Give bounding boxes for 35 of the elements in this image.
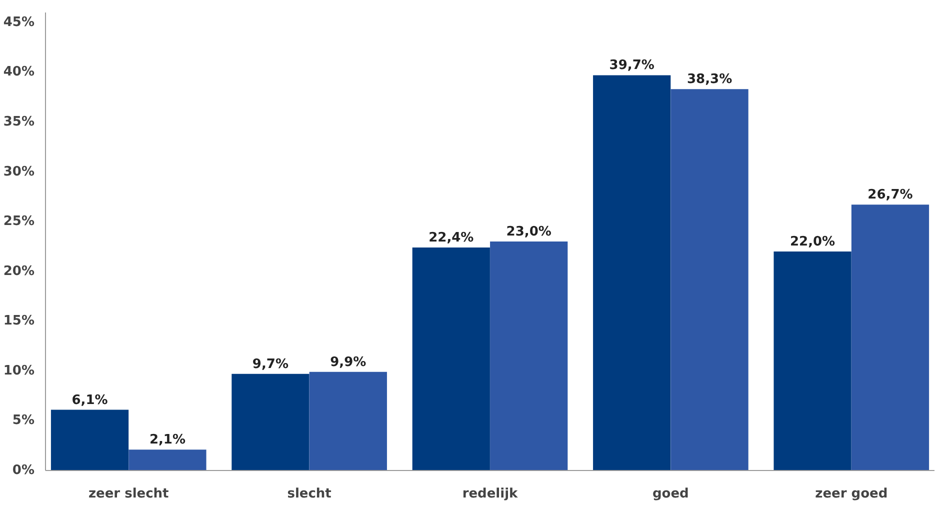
x-tick-label: zeer slecht — [88, 486, 169, 502]
data-label: 23,0% — [506, 224, 552, 240]
bar — [50, 410, 129, 470]
bar — [490, 242, 568, 470]
data-label: 6,1% — [72, 392, 108, 408]
data-label: 2,1% — [149, 432, 186, 448]
data-label: 38,3% — [686, 72, 732, 88]
y-tick-label: 20% — [3, 264, 35, 279]
data-label: 26,7% — [868, 188, 913, 203]
bar — [593, 75, 671, 470]
data-label: 39,7% — [609, 58, 654, 74]
y-tick-label: 15% — [3, 314, 35, 329]
data-label: 22,0% — [790, 234, 836, 250]
y-tick-label: 0% — [12, 463, 35, 478]
y-tick-label: 40% — [3, 64, 35, 80]
x-tick-label: slecht — [287, 486, 332, 502]
bar — [412, 247, 490, 470]
bar — [128, 450, 206, 470]
data-label: 9,9% — [330, 354, 366, 370]
data-label: 9,7% — [252, 356, 288, 372]
y-tick-label: 10% — [3, 363, 35, 378]
bar — [851, 204, 930, 470]
data-label: 22,4% — [428, 230, 474, 246]
y-tick-label: 35% — [3, 114, 35, 130]
x-tick-label: redelijk — [462, 486, 518, 502]
y-tick-label: 25% — [3, 214, 35, 230]
x-tick-label: zeer goed — [815, 486, 888, 502]
bar — [309, 372, 387, 470]
bar — [670, 89, 748, 470]
bar — [774, 251, 852, 470]
bar — [232, 374, 310, 470]
x-tick-label: goed — [652, 486, 689, 502]
y-tick-label: 5% — [12, 413, 35, 428]
y-tick-label: 30% — [3, 164, 35, 180]
y-tick-label: 45% — [3, 14, 35, 30]
